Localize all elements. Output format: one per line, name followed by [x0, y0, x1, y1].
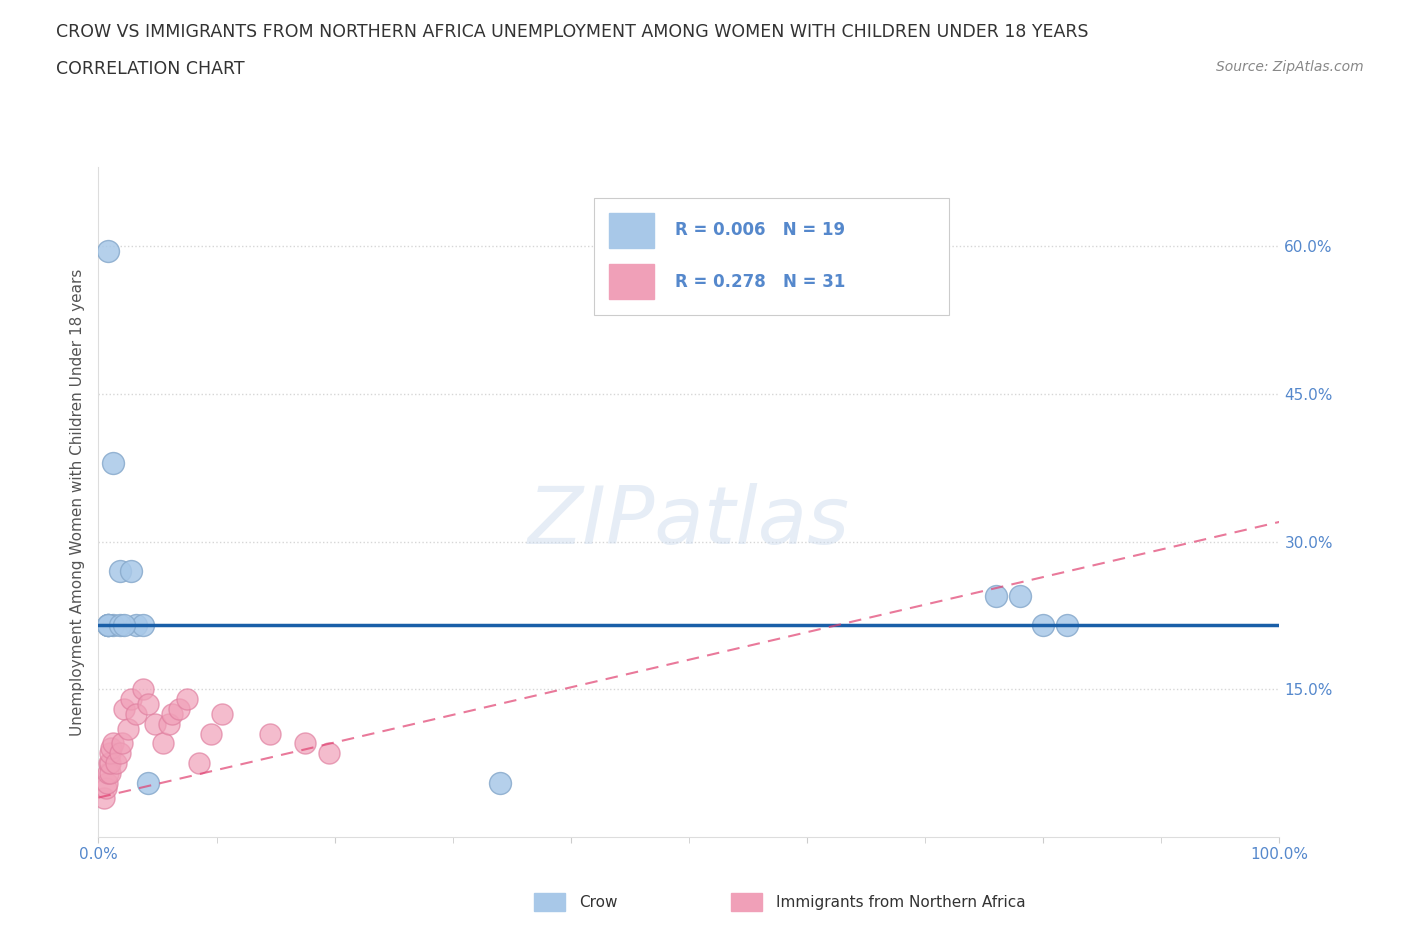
- Text: Source: ZipAtlas.com: Source: ZipAtlas.com: [1216, 60, 1364, 74]
- Point: [94, 780, 117, 795]
- Point: [121, 692, 143, 707]
- Point: [112, 701, 135, 716]
- Point: [125, 618, 148, 632]
- Text: Crow: Crow: [579, 895, 617, 910]
- Point: [93, 790, 115, 805]
- Point: [132, 618, 155, 632]
- Point: [98, 756, 121, 771]
- Point: [111, 736, 134, 751]
- FancyBboxPatch shape: [595, 197, 949, 314]
- Y-axis label: Unemployment Among Women with Children Under 18 years: Unemployment Among Women with Children U…: [69, 269, 84, 736]
- Point: [117, 722, 139, 737]
- Point: [211, 707, 233, 722]
- Point: [132, 682, 155, 697]
- Text: Immigrants from Northern Africa: Immigrants from Northern Africa: [776, 895, 1026, 910]
- Point: [152, 736, 174, 751]
- Point: [1008, 589, 1031, 604]
- Point: [984, 589, 1007, 604]
- Point: [157, 716, 180, 731]
- Point: [200, 726, 222, 741]
- Point: [98, 746, 121, 761]
- Point: [143, 716, 166, 731]
- Point: [187, 756, 209, 771]
- Point: [108, 564, 131, 578]
- Point: [97, 618, 120, 632]
- Point: [1032, 618, 1054, 632]
- Text: ZIPatlas: ZIPatlas: [527, 484, 851, 562]
- Point: [101, 618, 124, 632]
- Point: [101, 456, 124, 471]
- Point: [97, 618, 120, 632]
- Text: R = 0.278   N = 31: R = 0.278 N = 31: [675, 272, 845, 291]
- Point: [98, 756, 121, 771]
- Point: [96, 776, 118, 790]
- Point: [101, 736, 124, 751]
- Point: [108, 746, 131, 761]
- Text: CORRELATION CHART: CORRELATION CHART: [56, 60, 245, 78]
- Point: [97, 618, 120, 632]
- Point: [112, 618, 135, 632]
- Point: [100, 741, 122, 756]
- Point: [105, 756, 128, 771]
- Point: [97, 244, 120, 259]
- Text: R = 0.006   N = 19: R = 0.006 N = 19: [675, 221, 845, 239]
- Point: [489, 776, 512, 790]
- Point: [108, 618, 131, 632]
- Point: [121, 564, 143, 578]
- FancyBboxPatch shape: [609, 213, 654, 248]
- FancyBboxPatch shape: [609, 264, 654, 299]
- Point: [97, 765, 120, 780]
- Text: CROW VS IMMIGRANTS FROM NORTHERN AFRICA UNEMPLOYMENT AMONG WOMEN WITH CHILDREN U: CROW VS IMMIGRANTS FROM NORTHERN AFRICA …: [56, 23, 1088, 41]
- Point: [176, 692, 198, 707]
- Point: [98, 765, 121, 780]
- Point: [125, 707, 148, 722]
- Point: [318, 746, 340, 761]
- Point: [259, 726, 281, 741]
- Point: [160, 707, 183, 722]
- Point: [294, 736, 316, 751]
- Point: [97, 618, 120, 632]
- Point: [167, 701, 190, 716]
- Point: [136, 697, 159, 711]
- Point: [136, 776, 159, 790]
- Point: [1056, 618, 1078, 632]
